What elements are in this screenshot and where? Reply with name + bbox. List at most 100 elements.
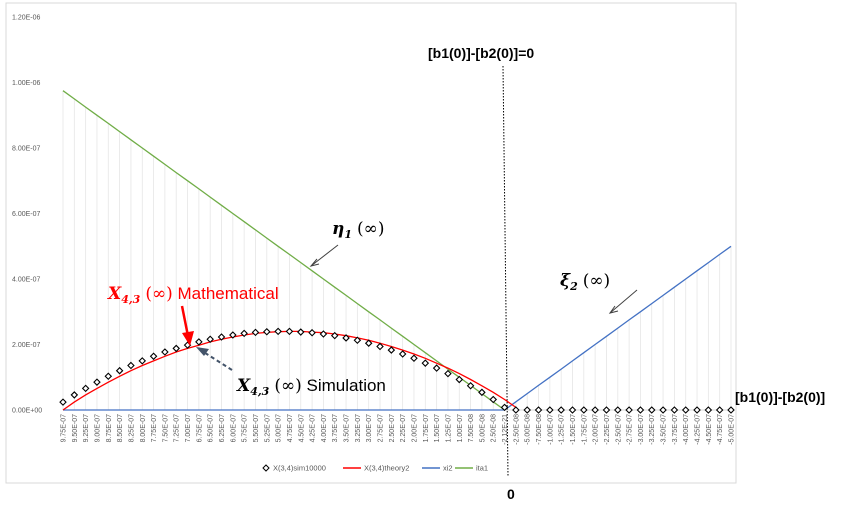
- x-tick-label: 3.75E-07: [332, 414, 339, 443]
- x-tick-label: 4.50E-07: [298, 414, 305, 443]
- data-point: [534, 406, 543, 414]
- x-tick-label: 8.00E-07: [140, 414, 147, 443]
- x-sim-paren: (∞): [274, 376, 301, 396]
- x-tick-label: 3.50E-07: [344, 414, 351, 443]
- x-tick-label: 7.25E-07: [174, 414, 181, 443]
- xi-symbol: ξ: [560, 271, 571, 291]
- x-tick-label: -4.00E-07: [683, 414, 690, 445]
- data-point: [614, 406, 622, 414]
- x-tick-label: 9.75E-07: [61, 414, 68, 443]
- x-math-subscript: 4,3: [121, 293, 140, 306]
- x-tick-label: 7.50E-07: [162, 414, 169, 443]
- y-tick-label: 4.00E-07: [12, 277, 41, 284]
- x-tick-label: 9.00E-07: [94, 414, 101, 443]
- data-point: [138, 357, 147, 365]
- data-point: [557, 406, 565, 414]
- x-tick-label: 4.00E-07: [321, 414, 328, 443]
- x-tick-label: 5.25E-07: [264, 414, 271, 443]
- series-group: [59, 90, 735, 414]
- legend-marker: [262, 464, 270, 472]
- xi-subscript: 2: [569, 280, 578, 293]
- data-point: [81, 384, 90, 393]
- data-point: [636, 406, 645, 414]
- data-point: [127, 361, 135, 370]
- data-point: [625, 406, 633, 414]
- series-line-ita1: [62, 90, 505, 411]
- data-point: [647, 406, 656, 414]
- x-axis-title: [b1(0)]-[b2(0)]: [735, 389, 825, 405]
- eta-symbol: η: [332, 219, 344, 239]
- x-tick-label: -1.00E-07: [547, 414, 554, 445]
- data-point: [229, 331, 237, 339]
- y-axis: 0.00E+00 2.00E-07 4.00E-07 6.00E-07 8.00E-07…: [12, 15, 42, 415]
- x-tick-label: 8.75E-07: [106, 414, 113, 443]
- x-tick-label: -3.25E-07: [649, 414, 656, 445]
- x-sim-suffix: Simulation: [302, 376, 386, 395]
- data-point: [444, 369, 452, 378]
- data-point: [70, 391, 79, 399]
- x-tick-label: 2.75E-07: [378, 414, 385, 443]
- data-point: [161, 348, 169, 356]
- x-tick-label: 9.50E-07: [72, 414, 79, 443]
- xi-label: ξ2 (∞): [560, 271, 610, 293]
- x-tick-label: -5.00E-08: [525, 414, 532, 445]
- x-sim-subscript: 4,3: [250, 385, 269, 398]
- data-point: [217, 333, 226, 341]
- x-tick-label: 8.25E-07: [128, 414, 135, 443]
- data-point: [342, 334, 350, 342]
- legend: X(3,4)sim10000 X(3,4)theory2 xi2 ita1: [262, 464, 488, 473]
- data-point: [500, 403, 509, 412]
- x-tick-label: -4.75E-07: [717, 414, 724, 445]
- x-axis: 9.75E-07 9.50E-07 9.25E-07 9.00E-07 8.75E-07…: [61, 409, 736, 445]
- x-sim-symbol: X: [236, 376, 251, 396]
- x-tick-label: -3.50E-07: [661, 414, 668, 445]
- data-point: [512, 406, 520, 414]
- x-tick-label: 1.00E-07: [457, 414, 464, 443]
- x-tick-label: 1.50E-07: [434, 414, 441, 443]
- y-tick-label: 1.20E-06: [12, 15, 41, 22]
- x-tick-label: 8.50E-07: [117, 414, 124, 443]
- data-point: [466, 381, 475, 390]
- x-tick-label: 6.50E-07: [208, 414, 215, 443]
- data-point: [172, 344, 180, 353]
- data-point: [546, 406, 554, 414]
- data-point: [376, 342, 384, 351]
- data-point: [206, 335, 214, 344]
- x-tick-label: 7.50E-08: [468, 414, 475, 443]
- data-point: [715, 406, 724, 414]
- x-tick-label: -2.00E-07: [593, 414, 600, 445]
- x-tick-label: 1.25E-07: [445, 414, 452, 443]
- x-tick-label: 3.00E-07: [366, 414, 373, 443]
- data-point: [285, 327, 294, 336]
- x-math-arrowhead: [182, 331, 194, 346]
- zero-line-label: [b1(0)]-[b2(0)]=0: [428, 45, 534, 61]
- x-tick-label: -2.75E-07: [627, 414, 634, 445]
- data-point: [296, 328, 305, 336]
- x-tick-label: -3.00E-07: [638, 414, 645, 445]
- data-point: [659, 406, 667, 414]
- data-point: [602, 406, 611, 414]
- xi-arrow: [609, 289, 638, 314]
- data-point: [195, 338, 203, 346]
- x-math-symbol: X: [107, 284, 122, 304]
- y-tick-label: 0.00E+00: [12, 408, 42, 415]
- x-tick-label: 2.50E-07: [389, 414, 396, 443]
- data-point: [681, 406, 690, 414]
- data-point: [274, 327, 282, 336]
- data-point: [387, 346, 396, 354]
- xi-paren: (∞): [583, 271, 610, 291]
- legend-label: xi2: [443, 464, 453, 473]
- x-tick-label: 6.25E-07: [219, 414, 226, 443]
- data-point: [319, 330, 328, 338]
- eta-arrowhead: [309, 258, 320, 267]
- origin-label: 0: [507, 486, 515, 502]
- data-point: [670, 406, 679, 414]
- x-tick-label: -4.50E-07: [706, 414, 713, 445]
- eta-label: η1 (∞): [332, 219, 384, 241]
- chart-border: [5, 2, 737, 484]
- x-tick-label: 5.50E-07: [253, 414, 260, 443]
- x-sim-arrowhead: [196, 347, 209, 356]
- x-tick-label: -5.00E-07: [729, 414, 736, 445]
- data-point: [93, 378, 101, 386]
